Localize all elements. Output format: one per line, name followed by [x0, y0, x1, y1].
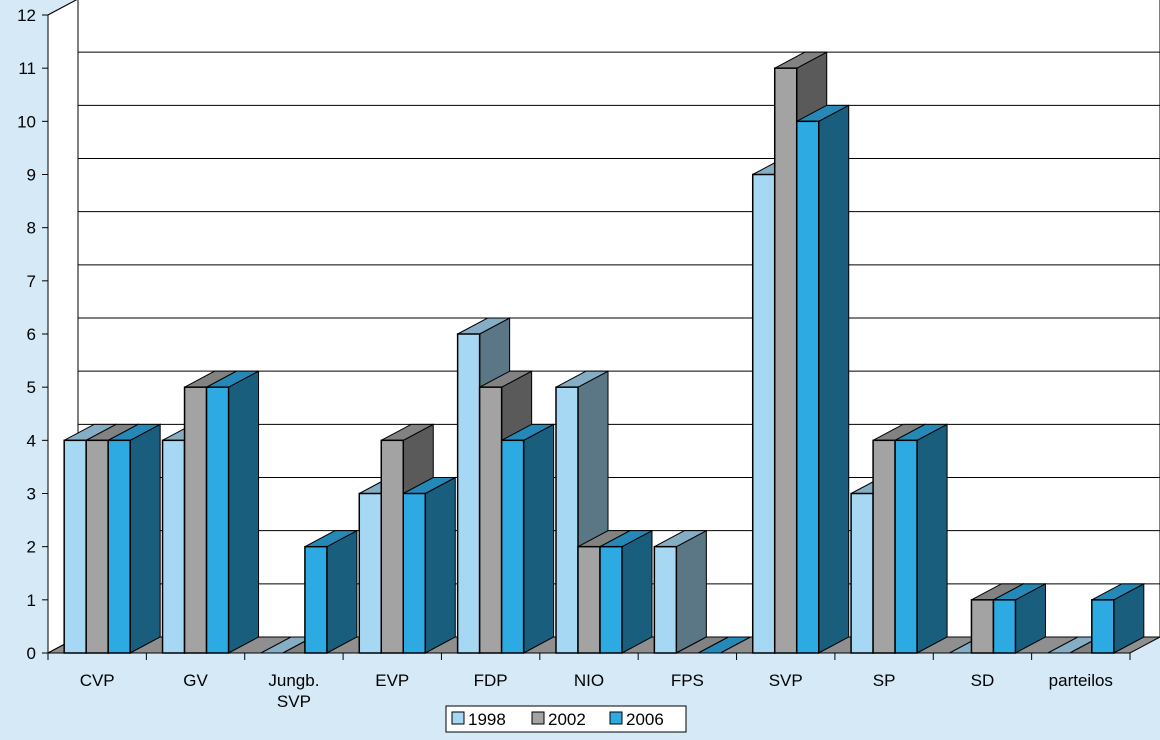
category-label: FPS — [671, 671, 704, 690]
bar — [970, 599, 995, 654]
y-tick-label: 10 — [17, 112, 36, 131]
bar-side — [818, 104, 850, 654]
bar — [850, 492, 874, 654]
category-label: SP — [873, 671, 896, 690]
bar-side — [675, 529, 707, 654]
category-label: SVP — [277, 692, 311, 711]
y-tick-label: 9 — [27, 166, 36, 185]
y-tick-label: 8 — [27, 219, 36, 238]
bar — [304, 545, 328, 654]
legend-swatch — [451, 711, 465, 725]
bar — [1091, 599, 1115, 654]
category-label: NIO — [574, 671, 604, 690]
category-label: parteilos — [1049, 671, 1113, 690]
bar — [183, 386, 208, 654]
legend-label: 2006 — [626, 710, 664, 729]
category-label: FDP — [474, 671, 508, 690]
y-tick-label: 5 — [27, 378, 36, 397]
category-label: EVP — [375, 671, 409, 690]
category-label: Jungb. — [268, 671, 319, 690]
y-tick-label: 4 — [27, 431, 36, 450]
y-tick-label: 1 — [27, 591, 36, 610]
legend-swatch — [609, 711, 623, 725]
bar — [653, 545, 678, 654]
bar — [872, 439, 896, 654]
y-tick-label: 2 — [27, 538, 36, 557]
bar — [555, 386, 579, 654]
bar — [992, 599, 1017, 654]
bar — [751, 173, 776, 654]
y-tick-label: 3 — [27, 485, 36, 504]
bar — [500, 439, 525, 654]
y-tick-label: 7 — [27, 272, 36, 291]
bar-side — [326, 529, 358, 654]
bar-side — [129, 423, 161, 654]
bar — [402, 492, 427, 654]
category-label: CVP — [80, 671, 115, 690]
bar — [107, 439, 131, 654]
bar-side — [621, 529, 653, 654]
category-label: SD — [971, 671, 995, 690]
category-label: GV — [183, 671, 208, 690]
legend-swatch — [531, 711, 545, 725]
bar — [85, 439, 109, 654]
bar-side — [523, 423, 555, 654]
y-tick-label: 0 — [27, 644, 36, 663]
y-tick-label: 11 — [18, 59, 36, 78]
bar-side — [228, 370, 260, 654]
bar — [161, 439, 186, 654]
legend-box — [445, 705, 687, 733]
bar — [599, 545, 623, 654]
y-tick-label: 12 — [17, 6, 36, 25]
y-tick-label: 6 — [27, 325, 36, 344]
bar — [205, 386, 230, 654]
bar — [358, 492, 383, 654]
bar — [456, 333, 481, 654]
bar — [894, 439, 918, 654]
bar — [795, 120, 820, 654]
legend-label: 2002 — [548, 710, 586, 729]
bar-side — [424, 476, 456, 654]
bar — [478, 386, 503, 654]
bar — [63, 439, 87, 654]
bar — [773, 67, 798, 654]
bar — [380, 439, 405, 654]
legend-label: 1998 — [468, 710, 506, 729]
bar-side — [916, 423, 948, 654]
bar — [577, 545, 601, 654]
category-label: SVP — [769, 671, 803, 690]
